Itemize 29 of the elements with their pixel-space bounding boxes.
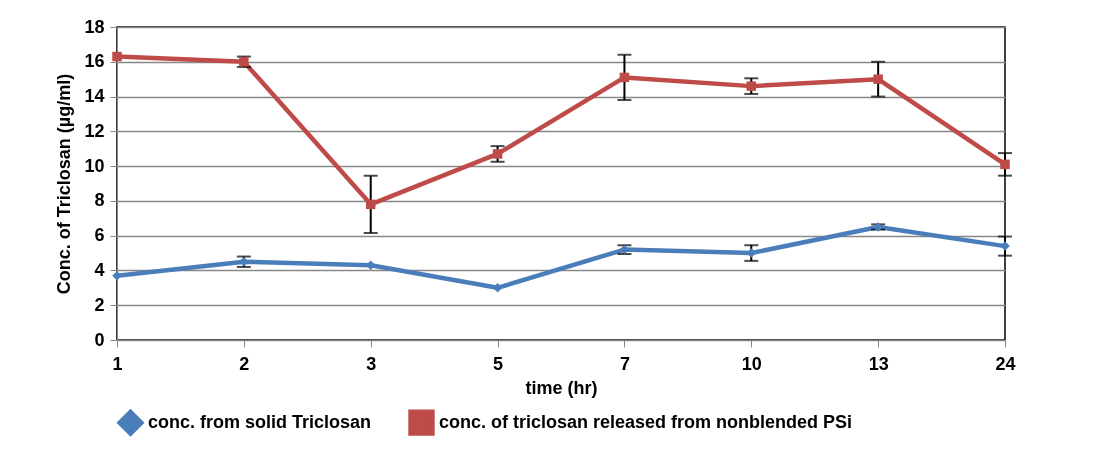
y-tick-label: 6 (94, 225, 105, 246)
y-tick-label: 10 (84, 155, 105, 176)
y-tick-label: 14 (84, 86, 105, 107)
legend-label: conc. of triclosan released from nonblended PSi (439, 411, 853, 432)
x-tick-label: 5 (493, 353, 504, 374)
x-tick-label: 1 (112, 353, 123, 374)
point (746, 81, 757, 91)
point (1000, 159, 1010, 170)
y-axis-title: Conc. of Triclosan (µg/ml) (54, 73, 75, 295)
x-tick-label: 2 (239, 353, 250, 374)
y-tick-label: 12 (84, 120, 105, 141)
x-tick-label: 10 (741, 353, 762, 374)
x-tick-label: 7 (619, 353, 630, 374)
y-tick-label: 4 (94, 259, 105, 280)
y-tick-label: 2 (94, 294, 105, 315)
point (365, 199, 376, 210)
y-tick-label: 16 (84, 51, 105, 72)
point (492, 149, 503, 159)
y-tick-label: 0 (94, 329, 105, 350)
x-tick-label: 3 (366, 353, 377, 374)
x-axis-title: time (hr) (525, 377, 598, 398)
legend-label: conc. from solid Triclosan (148, 411, 372, 432)
point (873, 74, 883, 84)
point (873, 222, 883, 232)
point (619, 72, 630, 83)
y-tick-label: 18 (84, 16, 105, 37)
y-tick-label: 8 (94, 190, 105, 211)
x-tick-label: 24 (995, 353, 1016, 374)
x-tick-label: 13 (868, 353, 889, 374)
